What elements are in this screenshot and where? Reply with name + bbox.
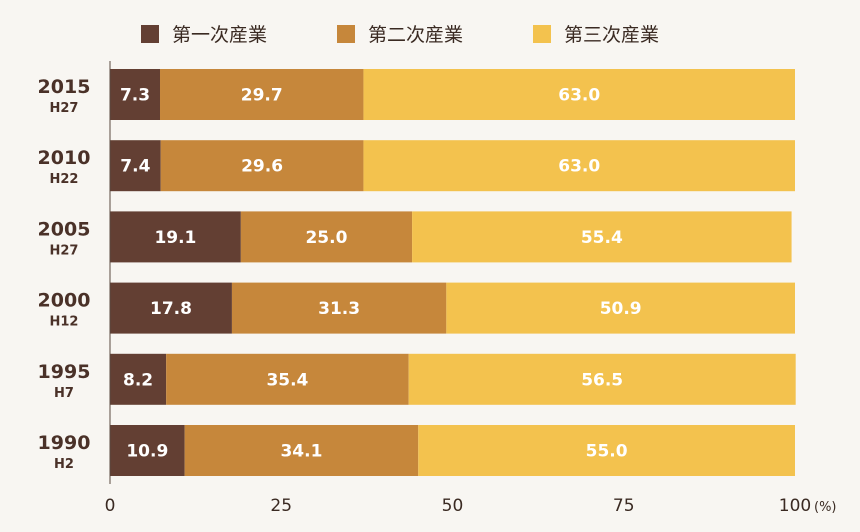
- era-label: H2: [54, 457, 74, 472]
- year-label: 2000: [38, 290, 91, 312]
- bar-value-label: 19.1: [154, 228, 196, 248]
- x-axis: 0 25 50 75 100 (%): [105, 61, 837, 516]
- bar-value-label: 55.4: [581, 228, 623, 248]
- era-label: H27: [50, 243, 79, 258]
- bar-value-label: 63.0: [558, 157, 600, 177]
- legend-swatch: [337, 25, 355, 43]
- bar-row: 19.1 25.0 55.4: [110, 211, 792, 263]
- bar-value-label: 56.5: [581, 370, 623, 390]
- legend-swatch: [141, 25, 159, 43]
- bar-value-label: 63.0: [558, 86, 600, 106]
- x-tick-label: 25: [270, 496, 292, 516]
- bar-segment: [110, 353, 167, 405]
- legend-swatch: [533, 25, 551, 43]
- category-label: 2000 H12: [38, 290, 91, 330]
- era-label: H7: [54, 386, 74, 401]
- legend: 第一次産業 第二次産業 第三次産業: [141, 24, 659, 46]
- x-unit-label: (%): [814, 500, 837, 515]
- legend-label: 第三次産業: [564, 24, 659, 46]
- category-label: 1990 H2: [38, 432, 91, 472]
- bar-segment: [363, 69, 795, 120]
- era-label: H22: [50, 172, 79, 187]
- bar-value-label: 35.4: [266, 370, 308, 390]
- bar-segment: [110, 282, 232, 334]
- bar-segment: [160, 140, 364, 192]
- x-tick-label: 75: [613, 496, 635, 516]
- legend-item: 第一次産業: [141, 24, 267, 46]
- x-tick-label: 100: [779, 496, 811, 516]
- bar-value-label: 7.4: [120, 157, 150, 177]
- bar-segment: [408, 353, 796, 405]
- bar-row: 7.4 29.6 63.0: [110, 140, 795, 192]
- year-label: 1990: [38, 432, 91, 454]
- bar-segment: [110, 140, 161, 192]
- legend-label: 第一次産業: [172, 24, 267, 46]
- year-label: 2005: [38, 218, 91, 240]
- era-label: H27: [50, 101, 79, 116]
- legend-item: 第三次産業: [533, 24, 659, 46]
- bar-value-label: 50.9: [600, 299, 642, 319]
- legend-item: 第二次産業: [337, 24, 463, 46]
- bar-value-label: 29.6: [241, 157, 283, 177]
- bar-segment: [110, 211, 241, 263]
- bar-segment: [166, 353, 409, 405]
- year-label: 2015: [38, 76, 91, 98]
- bar-value-label: 55.0: [586, 442, 628, 462]
- bar-value-label: 31.3: [318, 299, 360, 319]
- bar-segment: [110, 69, 161, 120]
- bar-row: 7.3 29.7 63.0: [110, 69, 795, 120]
- bar-value-label: 7.3: [120, 86, 150, 106]
- category-label: 2015 H27: [38, 76, 91, 116]
- bar-segment: [231, 282, 447, 334]
- bar-value-label: 8.2: [123, 370, 153, 390]
- bar-row: 10.9 34.1 55.0: [110, 425, 795, 476]
- bar-segment: [110, 425, 185, 476]
- bar-segment: [418, 425, 795, 476]
- bar-segment: [184, 425, 419, 476]
- category-label: 1995 H7: [38, 361, 91, 401]
- bar-segment: [240, 211, 413, 263]
- category-label: 2005 H27: [38, 218, 91, 258]
- bar-segment: [160, 69, 364, 120]
- bar-segment: [363, 140, 795, 192]
- bars: 7.3 29.7 63.0 7.4 29.6 63.0 19.1 25.0 55.4 17.8 31…: [110, 69, 796, 476]
- bar-value-label: 29.7: [241, 86, 283, 106]
- era-label: H12: [50, 315, 79, 330]
- bar-row: 17.8 31.3 50.9: [110, 282, 795, 334]
- year-label: 2010: [38, 147, 91, 169]
- bar-value-label: 34.1: [280, 442, 322, 462]
- bar-row: 8.2 35.4 56.5: [110, 353, 796, 405]
- bar-value-label: 25.0: [305, 228, 347, 248]
- x-tick-label: 0: [105, 496, 116, 516]
- category-label: 2010 H22: [38, 147, 91, 187]
- bar-value-label: 17.8: [150, 299, 192, 319]
- x-tick-label: 50: [442, 496, 464, 516]
- y-axis-labels: 2015 H27 2010 H22 2005 H27 2000 H12 1995 H7 1990 H2: [38, 76, 91, 472]
- year-label: 1995: [38, 361, 91, 383]
- legend-label: 第二次産業: [368, 24, 463, 46]
- bar-segment: [412, 211, 792, 263]
- bar-value-label: 10.9: [126, 442, 168, 462]
- bar-segment: [446, 282, 795, 334]
